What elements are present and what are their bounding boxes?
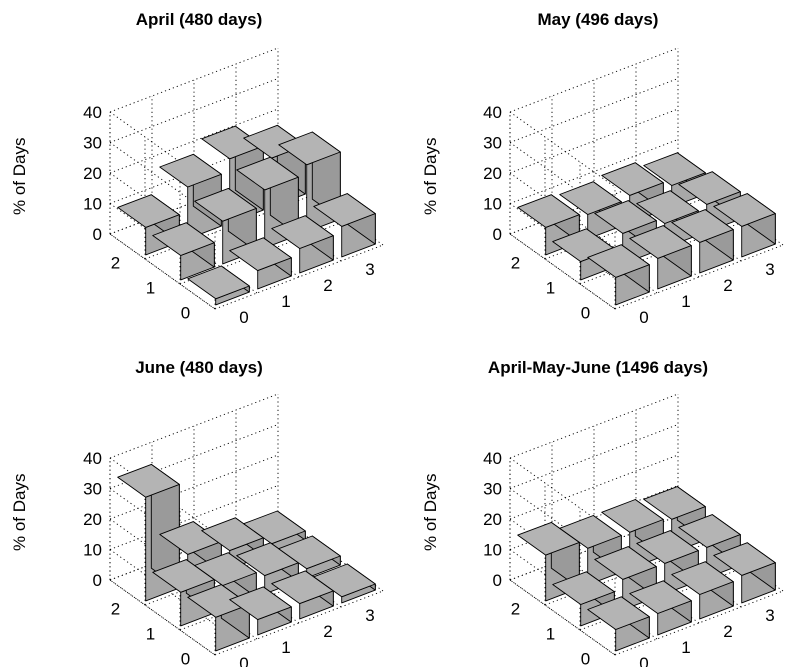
y-tick-label: 2 (511, 600, 520, 619)
x-tick-label: 2 (323, 622, 332, 641)
z-tick-label: 30 (483, 480, 502, 499)
bar-2-0 (117, 463, 180, 602)
chart-title: June (480 days) (135, 358, 263, 377)
x-tick-label: 0 (239, 654, 248, 667)
x-tick-label: 1 (681, 292, 690, 311)
x-tick-label: 0 (239, 308, 248, 327)
bar-0-2 (671, 561, 734, 620)
z-tick-label: 20 (83, 164, 102, 183)
z-tick-label: 40 (83, 103, 102, 122)
bar-0-2 (271, 570, 334, 620)
bar-0-3 (313, 563, 376, 604)
z-tick-label: 0 (93, 571, 102, 590)
chart-panel-june: June (480 days) % of Days 0 10 20 30 40 0 1 2 3 0… (0, 333, 398, 667)
bar-0-0 (587, 596, 650, 652)
bar-0-1 (629, 580, 692, 636)
y-tick-label: 1 (546, 625, 555, 644)
z-tick-label: 20 (483, 164, 502, 183)
bar-0-0 (187, 265, 250, 306)
z-tick-label: 10 (83, 541, 102, 560)
bar-0-2 (271, 215, 334, 274)
x-tick-label: 2 (323, 276, 332, 295)
z-tick-label: 10 (483, 195, 502, 214)
bar-1-0 (152, 222, 215, 281)
z-tick-label: 30 (83, 480, 102, 499)
y-tick-label: 1 (146, 625, 155, 644)
bar-0-1 (229, 237, 292, 290)
x-tick-label: 0 (639, 654, 648, 667)
x-tick-label: 1 (681, 638, 690, 657)
y-tick-label: 1 (546, 279, 555, 298)
bar-0-0 (187, 584, 250, 652)
chart-panel-april: April (480 days) % of Days 0 10 20 30 40 0 1 2 3… (0, 0, 398, 333)
z-tick-label: 30 (83, 134, 102, 153)
chart-panel-april-may-june: April-May-June (1496 days) % of Days 0 10… (399, 333, 797, 667)
y-tick-label: 0 (581, 304, 590, 323)
x-tick-label: 3 (365, 260, 374, 279)
bar-0-1 (229, 586, 292, 636)
y-tick-label: 0 (181, 650, 190, 667)
bar-0-3 (313, 193, 376, 258)
bar-2-3 (243, 510, 306, 554)
y-tick-label: 2 (111, 254, 120, 273)
x-tick-label: 1 (281, 292, 290, 311)
z-tick-label: 10 (483, 541, 502, 560)
x-tick-label: 1 (281, 638, 290, 657)
bar-0-3 (713, 193, 776, 258)
bar-0-1 (629, 225, 692, 290)
z-tick-label: 0 (493, 225, 502, 244)
z-tick-label: 30 (483, 134, 502, 153)
chart-title: April-May-June (1496 days) (487, 358, 709, 377)
y-tick-label: 0 (581, 650, 590, 667)
bar-1-3 (278, 535, 341, 579)
x-tick-label: 0 (639, 308, 648, 327)
bar-0-0 (587, 244, 650, 306)
bar-2-0 (517, 194, 580, 256)
y-tick-label: 2 (511, 254, 520, 273)
z-tick-label: 20 (83, 510, 102, 529)
x-tick-label: 3 (365, 606, 374, 625)
chart-panel-may: May (496 days) % of Days 0 10 20 30 40 0 1 2 3 0 1… (399, 0, 797, 333)
x-tick-label: 2 (723, 276, 732, 295)
bar-0-2 (671, 209, 734, 274)
x-tick-label: 2 (723, 622, 732, 641)
bar-1-2 (236, 542, 299, 595)
y-tick-label: 2 (111, 600, 120, 619)
chart-title: May (496 days) (537, 10, 659, 29)
z-tick-label: 40 (83, 449, 102, 468)
z-tick-label: 0 (493, 571, 502, 590)
chart-title: April (480 days) (135, 10, 263, 29)
y-tick-label: 1 (146, 279, 155, 298)
x-tick-label: 3 (765, 606, 774, 625)
x-tick-label: 3 (765, 260, 774, 279)
z-tick-label: 10 (83, 195, 102, 214)
y-tick-label: 0 (181, 304, 190, 323)
z-tick-label: 0 (93, 225, 102, 244)
z-tick-label: 40 (483, 103, 502, 122)
bar-0-3 (713, 542, 776, 604)
z-tick-label: 40 (483, 449, 502, 468)
z-tick-label: 20 (483, 510, 502, 529)
